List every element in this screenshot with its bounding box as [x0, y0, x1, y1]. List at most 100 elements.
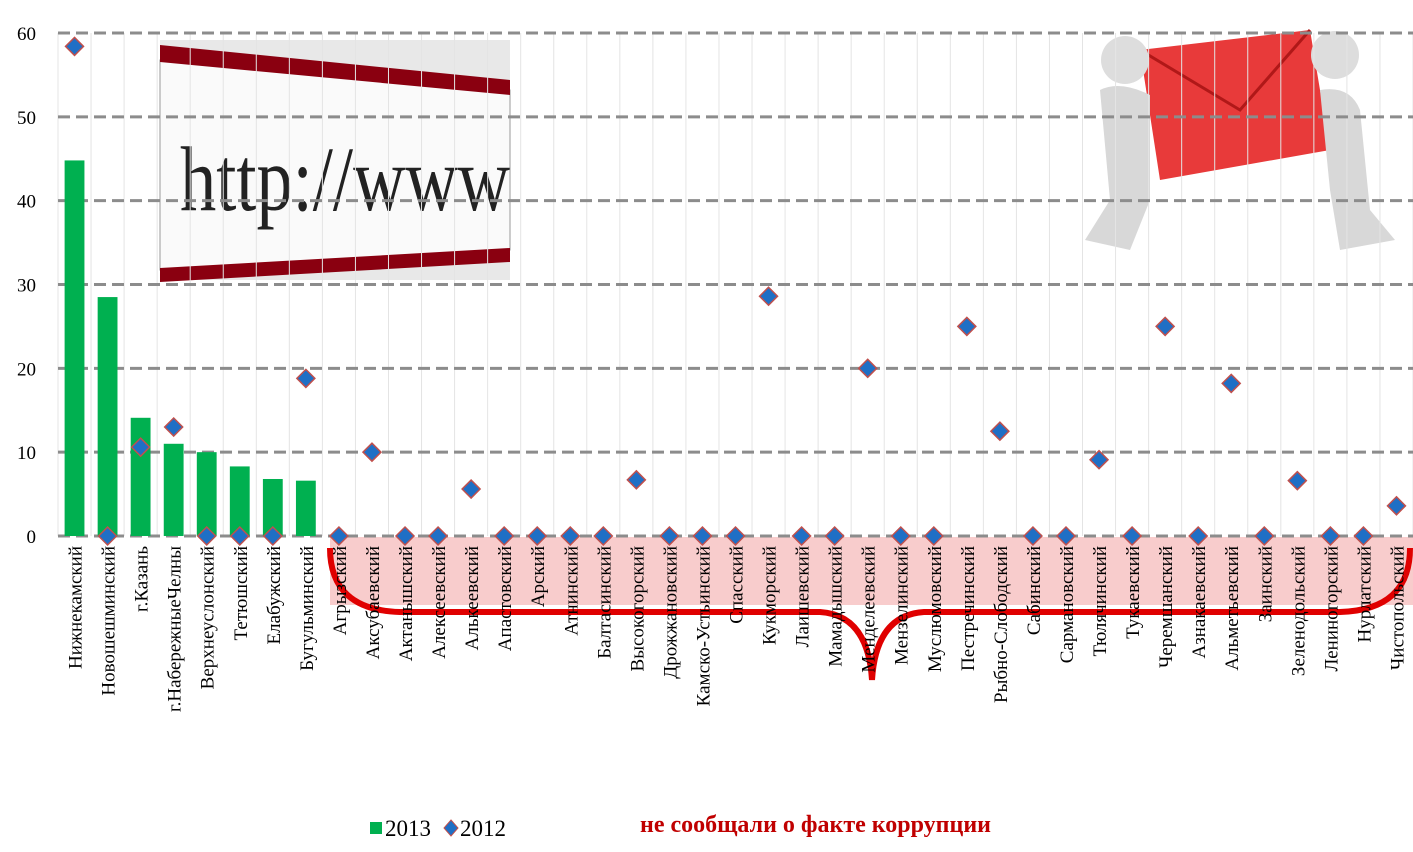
- diamond-point: [593, 525, 614, 547]
- bar: [229, 466, 250, 536]
- y-tick-label: 30: [17, 276, 36, 297]
- x-tick-label: Тюлячинский: [1090, 546, 1111, 657]
- diamond-point: [659, 525, 680, 547]
- envelope-image: [1085, 29, 1395, 251]
- url-image: http://www: [159, 40, 511, 282]
- x-tick-label: Тетюшский: [231, 546, 252, 640]
- x-tick-label: г.НабережныеЧелны: [165, 546, 186, 712]
- diamond-point: [989, 421, 1010, 442]
- bar: [97, 297, 118, 536]
- x-tick-label: Нижнекамский: [66, 546, 87, 669]
- diamond-point: [956, 316, 977, 337]
- diamond-point: [1022, 525, 1044, 547]
- bar: [196, 452, 217, 536]
- y-tick-label: 40: [17, 192, 36, 213]
- diamond-point: [1155, 316, 1176, 337]
- x-tick-label: Заинский: [1255, 546, 1276, 622]
- diamond-point: [64, 36, 85, 57]
- x-tick-label: Елабужский: [264, 546, 285, 645]
- highlight-band: [330, 537, 1413, 605]
- legend-label: 2012: [460, 816, 506, 841]
- x-tick-label: Зеленодольский: [1288, 546, 1309, 676]
- annotation: не сообщали о факте коррупции: [640, 812, 991, 838]
- x-tick-label: Верхнеуслонский: [198, 546, 219, 689]
- legend: 2013 2012: [370, 816, 506, 841]
- diamond-point: [857, 358, 878, 379]
- y-tick-label: 20: [17, 359, 36, 380]
- bar: [295, 480, 316, 536]
- x-tick-label: Арский: [528, 546, 549, 607]
- x-tick-label: Агрызский: [330, 546, 351, 635]
- diamond-point: [1287, 470, 1308, 491]
- diamond-point: [328, 525, 349, 547]
- grid: 0 10 20 30 40 50 60: [17, 24, 1413, 548]
- x-tick-label: г.Казань: [132, 546, 153, 612]
- diamond-point: [295, 368, 316, 389]
- x-tick-label: Алькеевский: [462, 546, 483, 650]
- x-tick-label: Аксубаевский: [363, 546, 384, 659]
- diamond-point: [1221, 373, 1242, 394]
- diamond-point: [1254, 525, 1275, 547]
- x-tick-label: Черемшанский: [1156, 546, 1177, 668]
- diamond-point: [1055, 525, 1077, 547]
- x-tick-label: Тукаевский: [1123, 546, 1144, 639]
- diamond-point: [196, 525, 217, 547]
- x-tick-label: Атнинский: [561, 546, 582, 636]
- diamond-point: [725, 525, 746, 547]
- x-tick-label: Азнакаевский: [1189, 546, 1210, 659]
- diamond-point: [626, 469, 647, 490]
- diamond-point: [791, 525, 812, 547]
- diamond-point: [394, 525, 416, 547]
- diamond-point: [1088, 449, 1110, 470]
- legend-label: 2013: [385, 816, 431, 841]
- x-tick-label: Лениногорский: [1321, 546, 1342, 672]
- x-tick-label: Алексеевский: [429, 546, 450, 659]
- legend-swatch: [443, 819, 459, 837]
- x-tick-label: Сармановский: [1057, 546, 1078, 663]
- x-tick-label: Апастовский: [495, 546, 516, 651]
- x-tick-label: Кукморский: [760, 546, 781, 645]
- diamond-point: [1353, 525, 1374, 547]
- y-tick-label: 0: [27, 527, 37, 548]
- x-tick-label: Новошешминский: [99, 546, 120, 696]
- bar: [262, 478, 283, 536]
- brace: [327, 547, 1413, 681]
- x-tick-label: Бугульминский: [297, 546, 318, 671]
- diamond-point: [361, 442, 383, 463]
- y-tick-label: 50: [17, 108, 36, 129]
- diamond-point: [824, 525, 845, 547]
- diamond-point: [163, 416, 184, 438]
- diamond-point: [494, 525, 515, 547]
- diamond-point: [527, 525, 548, 547]
- diamond-point: [262, 525, 283, 547]
- diamond-point: [1320, 525, 1341, 547]
- y-tick-label: 60: [17, 24, 36, 45]
- diamond-point: [758, 286, 779, 307]
- x-tick-label: Актанышский: [396, 546, 417, 661]
- x-tick-label: Мамадышский: [826, 546, 847, 667]
- diamond-point: [1188, 525, 1209, 547]
- x-tick-label: Пестречинский: [958, 546, 979, 671]
- x-tick-label: Балтасинский: [594, 546, 615, 659]
- x-tick-label: Муслюмовский: [925, 546, 946, 672]
- x-tick-label: Нурлатский: [1354, 546, 1375, 642]
- marks: [64, 36, 1407, 547]
- diamond-point: [923, 525, 944, 547]
- x-tick-label: Камско-Устьинский: [693, 546, 714, 706]
- bar: [64, 160, 85, 536]
- x-tick-label: Рыбно-Слободский: [991, 546, 1012, 703]
- diamond-point: [1122, 525, 1143, 547]
- x-tick-label: Спасский: [727, 546, 748, 624]
- diamond-point: [461, 478, 482, 500]
- x-tick-label: Дрожжановский: [660, 546, 681, 679]
- bar: [130, 417, 151, 536]
- diamond-point: [890, 525, 911, 547]
- x-tick-label: Высокогорский: [627, 546, 648, 671]
- diamond-point: [130, 437, 151, 458]
- x-tick-label: Мензелинский: [892, 546, 913, 665]
- diamond-point: [97, 525, 118, 547]
- diamond-point: [692, 525, 713, 547]
- x-tick-label: Лаишевский: [793, 546, 814, 647]
